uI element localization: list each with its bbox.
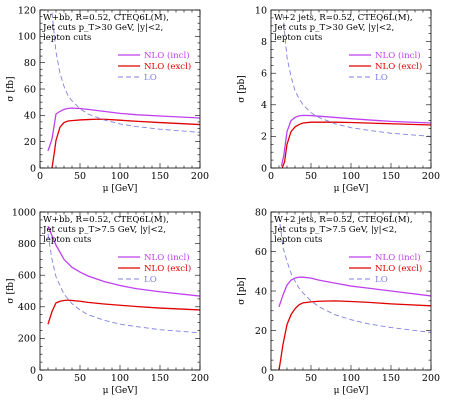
x-tick-label: 200: [422, 171, 440, 182]
x-tick-label: 0: [268, 373, 274, 384]
x-tick-label: 200: [422, 373, 440, 384]
x-tick-label: 100: [342, 373, 360, 384]
y-tick-label: 10: [255, 5, 267, 16]
annotation-line: Jet cuts p_T>30 GeV, |y|<2,: [273, 23, 394, 33]
y-tick-label: 120: [18, 5, 36, 16]
x-tick-label: 200: [191, 171, 209, 182]
y-tick-label: 4: [261, 100, 267, 111]
x-tick-label: 100: [111, 373, 129, 384]
y-tick-label: 8: [261, 37, 267, 48]
y-tick-label: 80: [255, 207, 267, 218]
annotation-line: Jet cuts p_T>7.5 GeV, |y|<2,: [273, 225, 397, 235]
series-line-lo: [51, 12, 200, 133]
x-tick-label: 50: [305, 171, 317, 182]
annotation-line: lepton cuts: [43, 33, 91, 43]
x-axis-label: μ [GeV]: [103, 184, 138, 194]
y-tick-label: 6: [261, 69, 267, 80]
x-tick-label: 150: [382, 373, 400, 384]
y-tick-label: 60: [24, 84, 36, 95]
legend-label: LO: [144, 73, 157, 83]
chart-svg: 0 50 100 150 200 0 20 40 60 80 100 120 μ [GeV] σ [fb]…: [6, 5, 209, 194]
series-line-lo: [47, 234, 200, 334]
x-tick-label: 0: [37, 171, 43, 182]
annotation-line: lepton cuts: [274, 33, 322, 43]
y-tick-label: 100: [18, 32, 36, 43]
x-tick-label: 150: [151, 171, 169, 182]
y-tick-label: 1000: [12, 207, 36, 218]
annotation-line: Jet cuts p_T>7.5 GeV, |y|<2,: [42, 225, 166, 235]
chart-svg: 0 50 100 150 200 0 2 4 6 8 10 μ [GeV] σ [pb] W+2 jets…: [237, 5, 440, 194]
x-tick-label: 200: [191, 373, 209, 384]
y-tick-label: 600: [18, 271, 36, 282]
x-tick-label: 100: [111, 171, 129, 182]
series-line-nlo-incl: [47, 107, 200, 152]
x-axis-label: μ [GeV]: [334, 386, 369, 396]
series-line-nlo-excl: [281, 121, 431, 168]
series-line-nlo-incl: [280, 114, 431, 167]
y-tick-label: 0: [261, 163, 267, 174]
y-tick-label: 0: [30, 365, 36, 376]
x-tick-label: 100: [342, 171, 360, 182]
legend-label: NLO (incl): [375, 252, 421, 263]
y-tick-label: 400: [18, 302, 36, 313]
y-tick-label: 0: [261, 365, 267, 376]
y-axis-label: σ [fb]: [6, 76, 16, 101]
x-tick-label: 150: [382, 171, 400, 182]
y-tick-label: 800: [18, 239, 36, 250]
legend-label: NLO (incl): [144, 50, 190, 61]
y-axis-label: σ [pb]: [237, 277, 247, 305]
y-tick-label: 20: [24, 137, 36, 148]
y-tick-label: 40: [24, 111, 36, 122]
x-axis-label: μ [GeV]: [334, 184, 369, 194]
chart-panel-2: 0 50 100 150 200 0 2 4 6 8 10 μ [GeV] σ [pb] W+2 jets…: [231, 0, 462, 202]
series-line-lo: [278, 215, 431, 333]
x-tick-label: 150: [151, 373, 169, 384]
x-tick-label: 50: [74, 373, 86, 384]
legend-label: NLO (excl): [375, 61, 422, 72]
series-line-nlo-excl: [51, 118, 200, 168]
y-tick-label: 20: [255, 326, 267, 337]
annotation-line: W+2 jets, R=0.52, CTEQ6L(M),: [274, 214, 413, 225]
chart-panel-1: 0 50 100 150 200 0 20 40 60 80 100 120 μ [GeV] σ [fb]…: [0, 0, 231, 202]
annotation-line: W+2 jets, R=0.52, CTEQ6L(M),: [274, 12, 413, 23]
chart-svg: 0 50 100 150 200 0 200 400 600 800 1000 μ [GeV] σ [f…: [6, 207, 209, 396]
series-line-nlo-incl: [47, 225, 200, 297]
series-line-nlo-excl: [47, 299, 200, 325]
x-tick-label: 0: [37, 373, 43, 384]
x-tick-label: 50: [74, 171, 86, 182]
y-tick-label: 40: [255, 286, 267, 297]
chart-svg: 0 50 100 150 200 0 20 40 60 80 μ [GeV] σ [pb] W+2 je…: [237, 207, 440, 396]
annotation-line: lepton cuts: [274, 235, 322, 245]
x-tick-label: 0: [268, 171, 274, 182]
annotation-line: lepton cuts: [43, 235, 91, 245]
y-tick-label: 200: [18, 334, 36, 345]
annotation-line: W+bb, R=0.52, CTEQ6L(M),: [43, 12, 169, 23]
y-tick-label: 60: [255, 247, 267, 258]
y-axis-label: σ [fb]: [6, 278, 16, 303]
y-axis-label: σ [pb]: [237, 75, 247, 103]
legend-label: LO: [375, 73, 388, 83]
annotation-line: W+bb, R=0.52, CTEQ6L(M),: [43, 214, 169, 225]
legend-label: LO: [144, 275, 157, 285]
y-tick-label: 80: [24, 58, 36, 69]
annotation-line: Jet cuts p_T>30 GeV, |y|<2,: [42, 23, 163, 33]
x-tick-label: 50: [305, 373, 317, 384]
legend-label: NLO (incl): [144, 252, 190, 263]
chart-panel-3: 0 50 100 150 200 0 200 400 600 800 1000 μ [GeV] σ [f…: [0, 202, 231, 404]
legend-label: LO: [375, 275, 388, 285]
x-axis-label: μ [GeV]: [103, 386, 138, 396]
series-line-nlo-excl: [278, 300, 431, 370]
series-line-nlo-incl: [278, 276, 431, 308]
series-line-lo: [282, 14, 431, 137]
y-tick-label: 2: [261, 132, 267, 143]
y-tick-label: 0: [30, 163, 36, 174]
legend-label: NLO (excl): [144, 61, 191, 72]
chart-panel-4: 0 50 100 150 200 0 20 40 60 80 μ [GeV] σ [pb] W+2 je…: [231, 202, 462, 404]
legend-label: NLO (incl): [375, 50, 421, 61]
legend-label: NLO (excl): [375, 263, 422, 274]
legend-label: NLO (excl): [144, 263, 191, 274]
